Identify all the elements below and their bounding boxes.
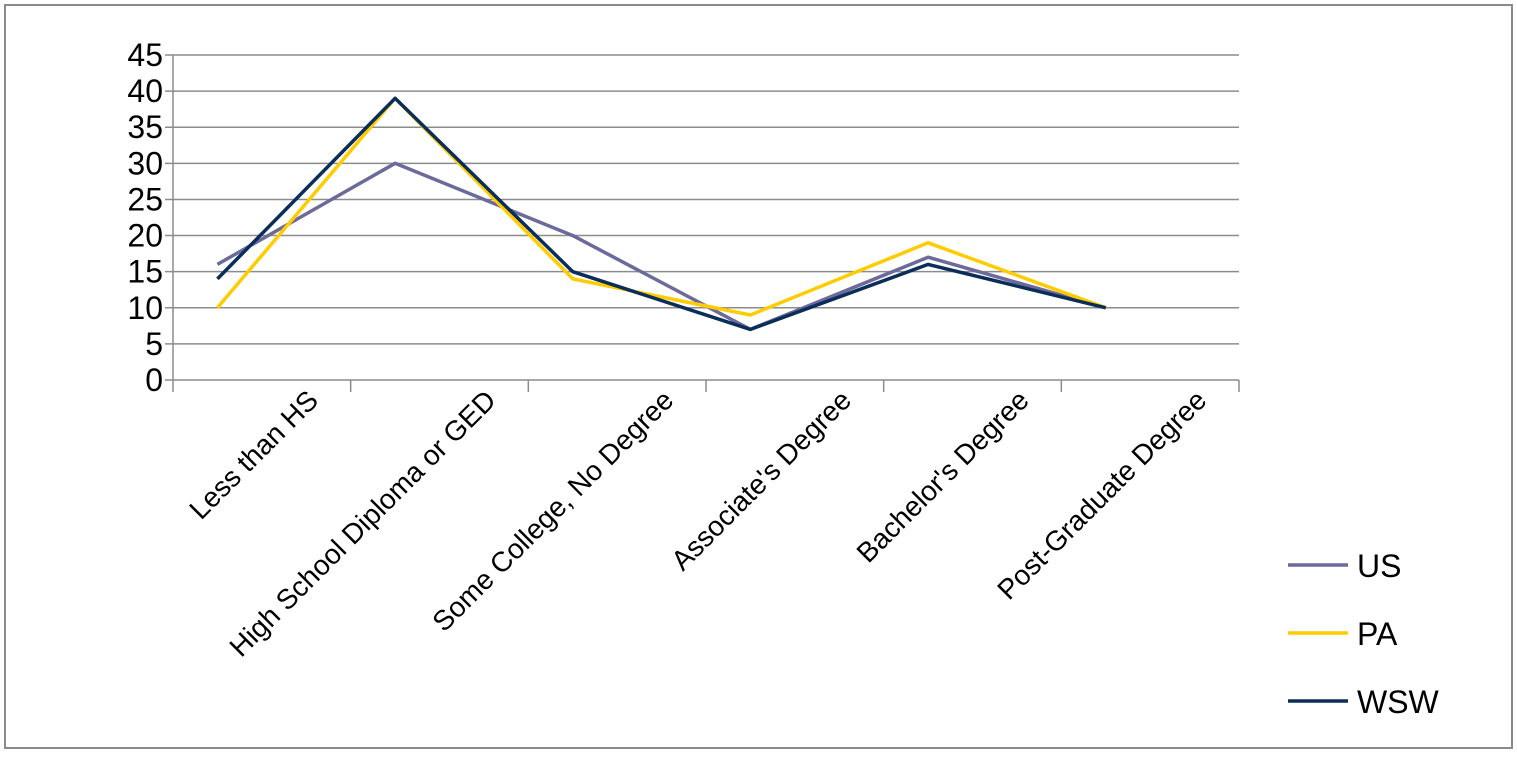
y-tick-label: 0 [145, 362, 163, 398]
x-category-label: Bachelor's Degree [851, 384, 1035, 568]
y-tick-label: 40 [127, 73, 163, 109]
x-category-label: Post-Graduate Degree [991, 384, 1212, 605]
y-tick-label: 25 [127, 181, 163, 217]
y-tick-label: 15 [127, 254, 163, 290]
series-line-wsw [216, 96, 1107, 332]
legend-label-wsw: WSW [1357, 684, 1440, 720]
x-category-label: Associate's Degree [665, 384, 857, 576]
y-tick-label: 35 [127, 109, 163, 145]
gridlines [165, 54, 1239, 381]
axes [172, 55, 1240, 392]
y-tick-label: 45 [127, 37, 163, 73]
legend: US PA WSW [1288, 548, 1440, 720]
y-tick-label: 5 [145, 326, 163, 362]
series-line-us [216, 161, 1107, 332]
y-tick-label: 20 [127, 218, 163, 254]
series-line-pa [216, 96, 1107, 317]
x-category-label: Less than HS [183, 384, 324, 525]
y-tick-label: 30 [127, 145, 163, 181]
y-tick-label: 10 [127, 290, 163, 326]
chart-frame [4, 4, 1513, 749]
series-lines [216, 96, 1107, 332]
legend-label-pa: PA [1357, 616, 1398, 652]
legend-label-us: US [1357, 548, 1401, 584]
